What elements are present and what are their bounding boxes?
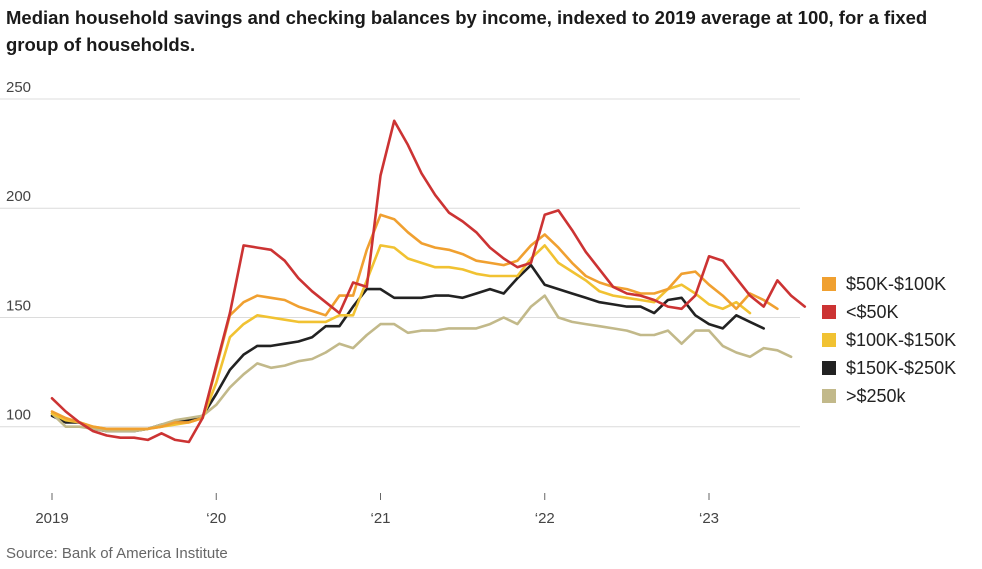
legend-swatch-0: [822, 277, 836, 291]
legend-swatch-4: [822, 389, 836, 403]
series-line-0: [50, 263, 766, 433]
legend-label-2: $100K-$150K: [846, 330, 956, 350]
legend-label-0: $50K-$100K: [846, 274, 946, 294]
y-tick-label-150: 150: [6, 297, 31, 314]
series-line-1: [50, 294, 793, 433]
legend-label-3: $150K-$250K: [846, 358, 956, 378]
x-tick-label-0: 2019: [35, 510, 68, 527]
x-axis-ticks: 2019 ‘20 ‘21 ‘22 ‘23: [35, 493, 719, 527]
legend-swatch-3: [822, 361, 836, 375]
legend: $50K-$100K <$50K $100K-$150K $150K-$250K >$2…: [822, 274, 956, 406]
x-tick-label-1: ‘20: [206, 510, 226, 527]
legend-label-4: >$250k: [846, 386, 907, 406]
series-line-4: [50, 119, 807, 444]
y-tick-label-250: 250: [6, 79, 31, 96]
x-tick-label-4: ‘23: [699, 510, 719, 527]
series-line-3: [50, 213, 779, 431]
y-tick-label-200: 200: [6, 188, 31, 205]
series-lines: [50, 119, 807, 444]
x-tick-label-3: ‘22: [535, 510, 555, 527]
y-tick-label-100: 100: [6, 407, 31, 424]
y-axis-tick-labels: 100 150 200 250: [6, 79, 31, 424]
chart-title: Median household savings and checking ba…: [6, 7, 928, 55]
gridlines: [0, 98, 800, 428]
legend-swatch-2: [822, 333, 836, 347]
legend-label-1: <$50K: [846, 302, 899, 322]
series-line-2: [50, 244, 752, 431]
x-tick-label-2: ‘21: [370, 510, 390, 527]
source-note: Source: Bank of America Institute: [6, 545, 228, 562]
legend-swatch-1: [822, 305, 836, 319]
